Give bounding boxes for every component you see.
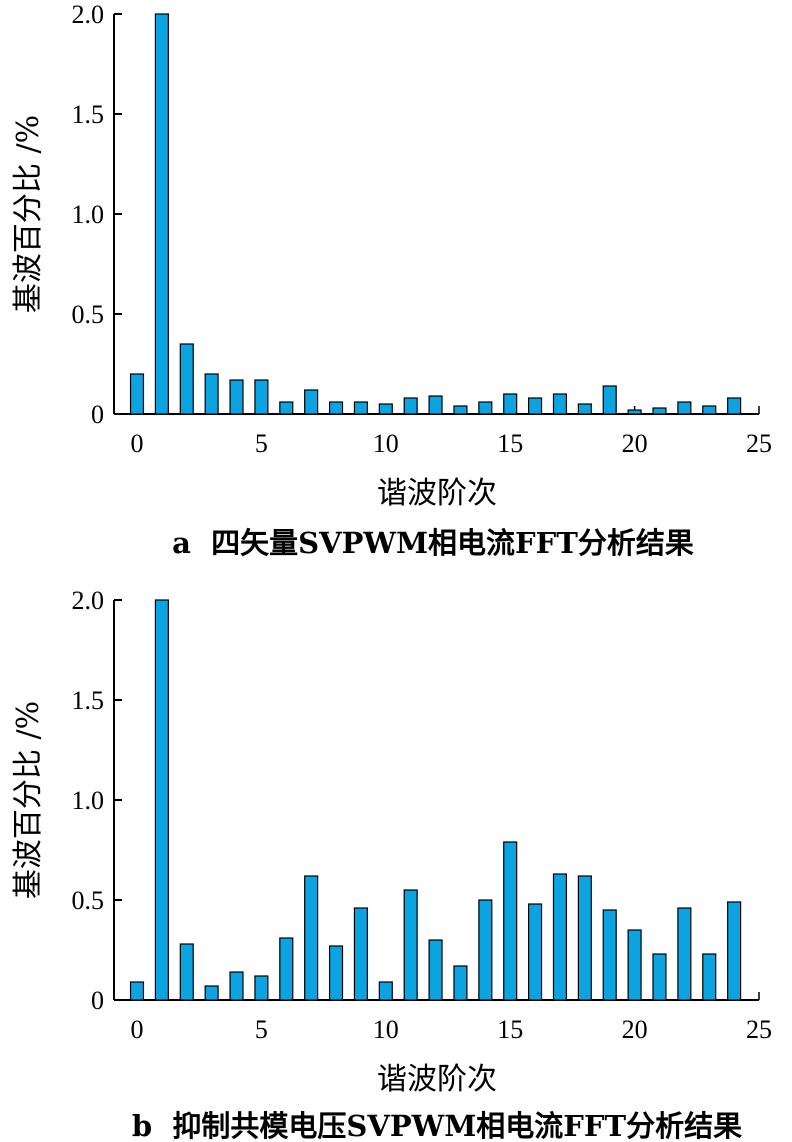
x-tick-label: 25: [746, 1015, 772, 1044]
bar: [328, 401, 344, 415]
x-tick-label: 10: [373, 429, 399, 458]
y-axis-label: 基波百分比 /%: [11, 701, 46, 899]
bar: [154, 599, 169, 1001]
bar: [378, 403, 393, 415]
x-tick-label: 15: [497, 1015, 523, 1044]
bar: [552, 393, 568, 415]
x-axis-label: 谐波阶次: [377, 1062, 497, 1097]
bar: [727, 397, 742, 415]
bar: [627, 409, 642, 415]
bar: [503, 841, 518, 1001]
bar: [677, 401, 692, 415]
bar: [503, 393, 518, 415]
bar: [279, 401, 294, 415]
bar: [428, 395, 443, 415]
chart-caption: a 四矢量SVPWM相电流FFT分析结果: [172, 526, 694, 560]
bar: [478, 401, 493, 415]
x-tick-label: 0: [131, 1015, 144, 1044]
bar: [154, 13, 169, 415]
bar: [129, 373, 145, 415]
bar: [652, 407, 667, 415]
y-tick-label: 0.5: [72, 886, 105, 915]
bar: [204, 373, 219, 415]
bar: [652, 953, 667, 1001]
bar: [403, 397, 418, 415]
bar: [179, 343, 194, 415]
x-tick-label: 5: [255, 1015, 268, 1044]
chart-caption: b 抑制共模电压SVPWM相电流FFT分析结果: [132, 1109, 742, 1142]
bar: [353, 401, 368, 415]
bar: [702, 405, 717, 415]
bar: [602, 385, 617, 415]
x-tick-label: 5: [255, 429, 268, 458]
x-tick-label: 15: [497, 429, 523, 458]
bar: [353, 907, 368, 1001]
bar: [453, 965, 468, 1001]
x-tick-label: 25: [746, 429, 772, 458]
bar: [229, 379, 244, 415]
bar: [129, 981, 145, 1001]
bar: [528, 397, 543, 415]
y-tick-label: 0: [91, 986, 104, 1015]
x-tick-label: 0: [131, 429, 144, 458]
y-axis-label: 基波百分比 /%: [11, 115, 46, 313]
bar: [403, 889, 418, 1001]
y-tick-label: 1.0: [72, 200, 105, 229]
y-tick-label: 0.5: [72, 300, 105, 329]
bar: [279, 937, 294, 1001]
bar: [204, 985, 219, 1001]
bar: [328, 945, 344, 1001]
y-tick-label: 1.5: [72, 100, 105, 129]
bar: [702, 953, 717, 1001]
y-tick-label: 1.5: [72, 686, 105, 715]
bar: [378, 981, 393, 1001]
x-tick-label: 20: [622, 429, 648, 458]
chart-b: 基波百分比 /% 谐波阶次 b 抑制共模电压SVPWM相电流FFT分析结果 00…: [11, 586, 772, 1142]
chart-a: 基波百分比 /% 谐波阶次 a 四矢量SVPWM相电流FFT分析结果 0 0.5 1…: [11, 0, 772, 560]
bar: [428, 939, 443, 1001]
y-tick-label: 0: [91, 400, 104, 429]
x-axis-label: 谐波阶次: [377, 476, 497, 511]
x-tick-label: 20: [622, 1015, 648, 1044]
bar: [179, 943, 194, 1001]
bar: [254, 379, 269, 415]
bar: [304, 389, 319, 415]
bar: [577, 875, 592, 1001]
bar: [602, 909, 617, 1001]
y-tick-label: 2.0: [72, 0, 105, 29]
bar: [627, 929, 642, 1001]
y-tick-label: 1.0: [72, 786, 105, 815]
bar: [552, 873, 568, 1001]
bar: [254, 975, 269, 1001]
bar: [304, 875, 319, 1001]
bar: [577, 403, 592, 415]
x-tick-label: 10: [373, 1015, 399, 1044]
bar: [478, 899, 493, 1001]
bar: [677, 907, 692, 1001]
bar: [727, 901, 742, 1001]
y-tick-label: 2.0: [72, 586, 105, 615]
bar: [453, 405, 468, 415]
bar: [528, 903, 543, 1001]
bar: [229, 971, 244, 1001]
